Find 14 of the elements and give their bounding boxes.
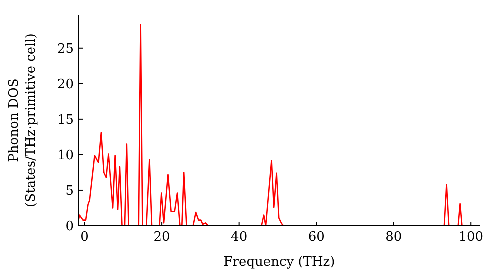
x-tick-label: 40 xyxy=(231,230,248,245)
y-tick-label: 0 xyxy=(66,220,74,234)
y-tick-label: 10 xyxy=(57,148,74,164)
x-tick-label: 100 xyxy=(458,230,484,245)
x-tick-label: 0 xyxy=(80,230,89,245)
x-axis-title: Frequency (THz) xyxy=(224,255,336,270)
y-tick-label: 20 xyxy=(57,77,74,92)
x-tick-label: 60 xyxy=(308,230,325,245)
x-tick-label: 80 xyxy=(386,230,402,245)
y-tick-label: 15 xyxy=(57,112,74,128)
y-tick-label: 5 xyxy=(66,184,74,199)
y-axis-title: Phonon DOS (States/THz·primitive cell) xyxy=(7,33,39,208)
x-tick-label: 20 xyxy=(154,230,170,245)
y-tick-label: 25 xyxy=(57,42,74,57)
